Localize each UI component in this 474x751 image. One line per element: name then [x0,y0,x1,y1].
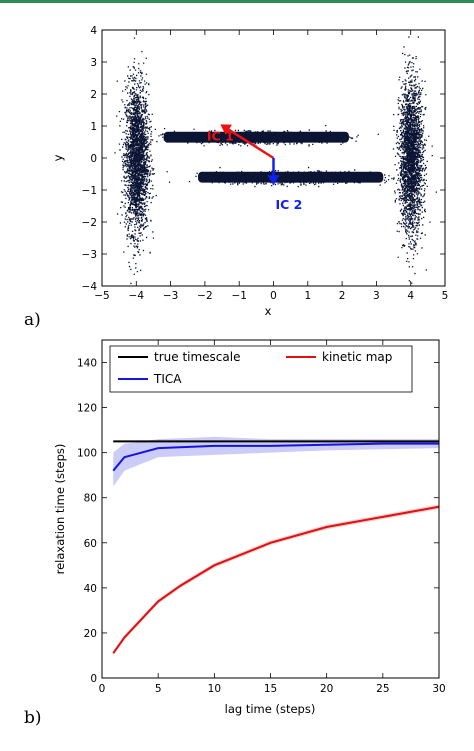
y-tick-label: −1 [82,185,97,197]
y-tick-label: 1 [90,121,97,133]
series-line-tica [112,442,439,472]
y-tick-label: −2 [82,217,97,229]
y-tick-label: 80 [84,493,97,505]
line-x-ticks: 0 5 10 15 20 25 30 [99,340,446,695]
panel-label-b: b) [24,708,42,728]
series-lines [112,440,439,654]
horizontal-band-1 [198,171,384,183]
x-tick-label: 0 [99,683,106,695]
y-tick-label: 2 [90,89,97,101]
arrow-shaft-ic-1 [228,128,275,160]
scatter-y-ticks: −4 −3 −2 −1 0 1 2 3 4 [82,25,445,293]
legend-label-true-timescale: true timescale [154,350,240,364]
top-border-rule [0,0,474,3]
y-tick-label: 120 [77,403,97,415]
scatter-x-axis-label: x [265,304,272,318]
line-y-ticks: 0 20 40 60 80 100 120 140 [77,358,439,685]
x-tick-label: 2 [339,290,346,302]
legend-box [109,345,413,393]
legend-label-tica: TICA [153,372,182,386]
arrow-head-ic-2 [267,175,280,186]
y-tick-label: −4 [82,281,98,293]
y-tick-label: 140 [77,358,97,370]
scatter-panel: IC 1IC 2 −5 −4 −3 −2 −1 0 1 2 3 4 5 −4−3−2−101234 … [24,25,448,330]
arrow-label-ic-1: IC 1 [207,128,234,143]
x-tick-label: 15 [264,683,277,695]
x-tick-label: −5 [94,290,109,302]
y-tick-label: −3 [82,249,97,261]
x-tick-label: 3 [373,290,380,302]
x-tick-label: 10 [208,683,221,695]
x-tick-label: 25 [376,683,389,695]
line-x-axis-label: lag time (steps) [225,702,316,716]
component-arrows: IC 1 IC 2 [207,124,302,212]
line-y-axis-label: relaxation time (steps) [53,444,67,575]
line-plot-area [102,340,439,678]
x-tick-label: −3 [163,290,178,302]
legend-label-kinetic-map: kinetic map [322,350,392,364]
x-tick-label: −4 [129,290,145,302]
x-tick-label: 5 [442,290,449,302]
legend: true timescale TICA kinetic map [109,345,413,393]
scatter-points [114,36,437,285]
series-line-kinetic-map [112,505,439,654]
x-tick-label: −2 [197,290,212,302]
y-tick-label: 100 [77,448,97,460]
x-tick-label: 0 [270,290,277,302]
y-tick-label: 0 [90,673,97,685]
y-tick-label: 60 [84,538,97,550]
scatter-x-ticks: −5 −4 −3 −2 −1 0 1 2 3 4 5 [94,30,448,302]
x-tick-label: 1 [304,290,311,302]
scatter-y-axis-label: y [51,154,65,161]
y-tick-label: 40 [84,583,97,595]
horizontal-band-0 [163,131,349,143]
line-panel: 0 5 10 15 20 25 30 0 20 40 60 80 100 120 140 lag time… [24,339,446,728]
confidence-bands [113,436,439,656]
band-tica [113,436,439,487]
y-tick-label: 3 [90,57,97,69]
panel-label-a: a) [24,310,41,330]
x-tick-label: 30 [432,683,445,695]
y-tick-label: 4 [90,25,97,37]
y-tick-label: 0 [90,153,97,165]
x-tick-label: 20 [320,683,333,695]
x-tick-label: −1 [231,290,246,302]
x-tick-label: 5 [155,683,162,695]
x-tick-label: 4 [407,290,414,302]
arrow-head-ic-1 [220,124,232,135]
y-tick-label: 20 [84,628,97,640]
arrow-label-ic-2: IC 2 [275,197,302,212]
